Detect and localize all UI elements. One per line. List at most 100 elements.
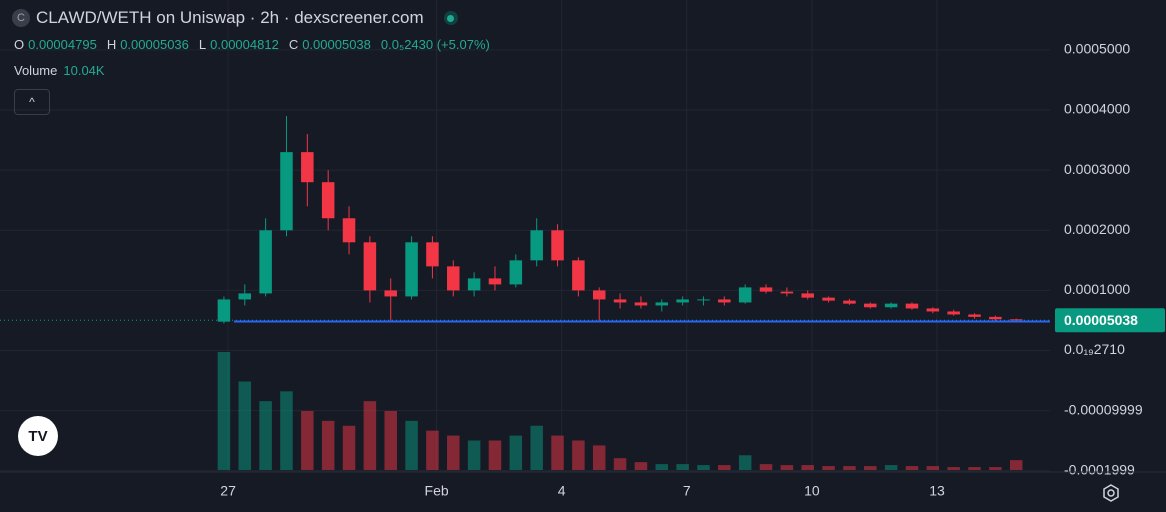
candle-body [572,260,585,291]
volume-legend: Volume 10.04K [14,63,105,78]
candle-body [488,278,502,285]
volume-bar [613,458,627,470]
volume-bar [551,435,564,470]
candle-body [405,242,418,297]
header: C CLAWD/WETH on Uniswap · 2h · dexscreen… [12,8,458,28]
low-label: L [198,37,207,52]
volume-bar [697,465,710,470]
candle-body [530,230,543,261]
y-tick-label: 0.0₁₉2710 [1064,341,1125,357]
candle-body [655,302,669,306]
candle-body [884,303,898,308]
y-tick-label: 0.0001000 [1064,281,1130,297]
volume-bar [467,440,481,470]
candle-body [926,308,940,312]
settings-center [1107,489,1115,497]
x-tick-label: 13 [929,483,945,499]
candle-body [363,242,377,291]
volume-bar [822,466,835,470]
open-label: O [14,37,25,52]
volume-bar [926,466,940,470]
ohlc-legend: O 0.00004795 H 0.00005036 L 0.00004812 C 0.0… [14,37,496,52]
candle-body [301,152,314,183]
candle-body [822,297,835,301]
close-value: 0.00005038 [302,37,371,52]
high-value: 0.00005036 [120,37,189,52]
candle-body [864,303,877,308]
candle-body [447,266,460,291]
status-dot [443,11,458,25]
candle-body [426,242,439,267]
candle-body [905,303,919,309]
volume-bar [592,445,606,470]
settings-shape [1103,484,1119,502]
volume-bar [801,465,814,470]
y-tick-label: 0.0005000 [1064,41,1130,57]
volume-bar [676,464,689,470]
volume-bar [989,467,1002,470]
y-tick-label: -0.0001999 [1064,461,1135,477]
y-tick-label: 0.0003000 [1064,161,1130,177]
x-tick-label: 7 [683,483,691,499]
volume-bar [530,425,543,470]
candle-body [843,300,856,304]
volume-bar [1009,460,1023,470]
close-label: C [288,37,299,52]
candle-body [509,260,523,285]
candle-body [321,182,335,219]
volume-bar [280,391,293,470]
settings-icon[interactable] [1103,484,1119,502]
chart-title: CLAWD/WETH on Uniswap · 2h · dexscreener… [36,8,424,27]
candle-body [801,293,814,298]
volume-bar [217,352,231,470]
candle-body [968,314,981,317]
volume-bar [655,464,669,470]
candle-body [759,287,773,292]
candle-body [592,290,606,300]
volume-bar [238,381,252,470]
volume-bar [738,455,752,470]
volume-label: Volume [14,63,58,78]
volume-bar [864,466,877,470]
coin-icon: C [12,9,30,27]
high-label: H [106,37,117,52]
volume-bar [488,440,502,470]
volume-bar [301,411,314,470]
volume-bar [384,411,397,470]
open-value: 0.00004795 [28,37,97,52]
volume-bar [968,467,981,470]
tradingview-logo[interactable]: TV [18,416,58,456]
x-tick-label: 27 [220,483,236,499]
volume-bar [759,464,773,470]
last-price-label: 0.00005038 [1064,312,1138,328]
volume-bar [405,420,418,470]
x-tick-label: Feb [425,483,449,499]
candle-body [467,278,481,291]
candle-body [738,287,752,303]
volume-bar [905,466,919,470]
candle-body [613,299,627,303]
collapse-button[interactable]: ^ [14,89,50,115]
low-value: 0.00004812 [210,37,279,52]
volume-bar [426,430,439,470]
candle-body [217,299,231,322]
last-price-tag [1055,308,1165,333]
volume-bar [843,466,856,470]
candle-body [634,302,648,306]
candle-body [718,299,731,303]
y-tick-label: 0.0002000 [1064,221,1130,237]
candle-body [259,230,272,294]
y-tick-label: -0.00009999 [1064,401,1143,417]
change-value: 0.0₅2430 (+5.07%) [380,37,490,52]
candle-body [551,230,564,261]
volume-bar [342,425,356,470]
volume-bar [780,465,794,470]
volume-bar [447,435,460,470]
candle-body [780,291,794,294]
x-tick-label: 4 [558,483,566,499]
volume-bar [884,465,898,470]
candle-body [697,299,710,301]
volume-bar [363,401,377,470]
